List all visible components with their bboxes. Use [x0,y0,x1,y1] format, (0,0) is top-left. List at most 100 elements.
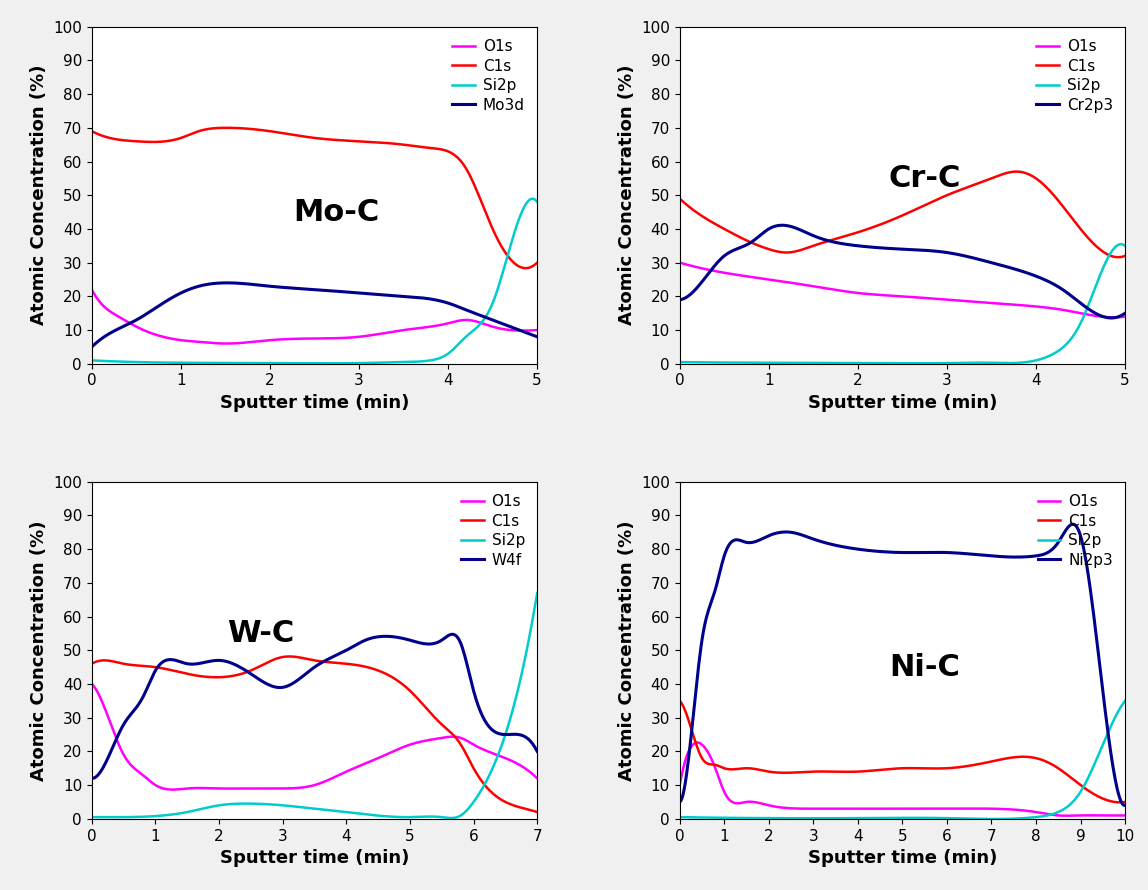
Si2p [526,193,540,204]
Si2p [139,357,153,368]
Si2p [727,357,740,368]
C1s [727,764,740,774]
Cr2p3 [1104,312,1118,323]
W4f [230,660,243,671]
Si2p [366,358,380,368]
Si2p [817,358,831,368]
Text: Cr-C: Cr-C [889,164,961,193]
Si2p [230,358,243,368]
Ni2p3 [994,551,1008,562]
C1s [817,237,831,247]
Line: Si2p: Si2p [92,198,537,363]
O1s [994,298,1008,309]
Mo3d [85,342,99,352]
Si2p [727,813,740,823]
O1s [1060,811,1073,821]
C1s [230,669,243,680]
C1s [262,657,276,668]
Si2p [262,799,276,810]
Cr2p3 [727,245,740,255]
C1s [1118,251,1132,262]
Si2p [530,587,544,598]
C1s [994,754,1008,765]
Cr2p3 [776,220,790,231]
Cr2p3 [954,250,968,261]
Line: O1s: O1s [92,684,537,789]
Ni2p3 [817,538,831,548]
O1s [673,780,687,790]
Mo3d [366,288,380,299]
Text: Ni-C: Ni-C [890,652,960,682]
C1s [85,125,99,136]
Line: Si2p: Si2p [680,700,1125,819]
C1s [366,663,380,674]
Mo3d [139,309,153,320]
C1s [1118,797,1132,807]
Ni2p3 [953,548,967,559]
C1s [139,660,153,671]
W4f [406,635,420,646]
Line: Cr2p3: Cr2p3 [680,225,1125,318]
Ni2p3 [1065,519,1079,530]
Cr2p3 [673,295,687,305]
O1s [691,737,705,748]
O1s [231,783,245,794]
Ni2p3 [850,544,863,554]
Si2p [995,358,1009,368]
W4f [262,679,276,690]
Si2p [1114,239,1127,249]
Legend: O1s, C1s, Si2p, Mo3d: O1s, C1s, Si2p, Mo3d [448,35,529,117]
O1s [366,755,380,765]
Mo3d [220,278,234,288]
Line: W4f: W4f [92,635,537,779]
C1s [282,651,296,662]
O1s [410,323,424,334]
O1s [819,804,832,814]
C1s [408,690,421,700]
Si2p [530,197,544,207]
Si2p [998,813,1011,824]
Si2p [139,812,153,822]
O1s [728,797,742,808]
W4f [139,686,153,697]
Si2p [953,813,967,824]
C1s [1111,252,1125,263]
Mo3d [231,278,245,288]
O1s [408,738,421,748]
C1s [231,123,245,134]
Si2p [1118,695,1132,706]
W4f [530,746,544,756]
C1s [408,141,421,151]
Si2p [673,812,687,822]
O1s [263,335,277,345]
Legend: O1s, C1s, Si2p, Cr2p3: O1s, C1s, Si2p, Cr2p3 [1032,35,1117,117]
Si2p [408,357,421,368]
C1s [673,193,687,204]
Si2p [365,810,379,821]
O1s [139,326,153,336]
C1s [817,766,831,777]
C1s [263,125,277,136]
O1s [953,295,967,306]
Cr2p3 [998,261,1011,271]
C1s [530,257,544,268]
C1s [519,263,533,273]
O1s [530,773,544,784]
O1s [263,783,277,794]
Si2p [954,358,968,368]
Line: C1s: C1s [680,172,1125,257]
O1s [1118,312,1132,322]
Si2p [262,358,276,368]
C1s [673,695,687,706]
C1s [219,123,233,134]
O1s [995,804,1009,814]
Legend: O1s, C1s, Si2p, W4f: O1s, C1s, Si2p, W4f [457,490,529,572]
Line: Si2p: Si2p [680,244,1125,363]
Line: O1s: O1s [680,263,1125,318]
Si2p [230,798,243,809]
Cr2p3 [995,260,1009,271]
C1s [850,228,863,239]
Line: Ni2p3: Ni2p3 [680,524,1125,805]
Line: C1s: C1s [92,128,537,268]
X-axis label: Sputter time (min): Sputter time (min) [219,849,409,867]
